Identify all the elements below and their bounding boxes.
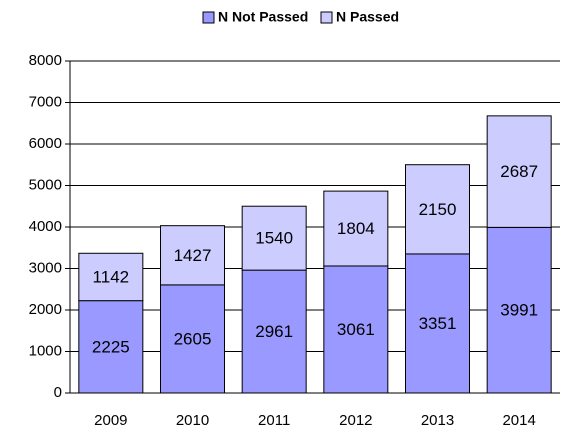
x-tick-label: 2009 (94, 412, 127, 429)
x-tick-label: 2014 (502, 412, 535, 429)
value-label: 1142 (93, 267, 130, 286)
y-tick-label: 1000 (29, 342, 62, 359)
x-tick-label: 2011 (258, 412, 290, 429)
legend-text: N Passed (336, 9, 399, 25)
x-tick-label: 2010 (176, 412, 209, 429)
bar-segment (241, 269, 307, 394)
value-label: 1427 (174, 246, 212, 265)
bar-segment (405, 253, 470, 394)
value-label: 2961 (255, 322, 293, 341)
value-label: 2225 (92, 337, 130, 356)
bar-segment (323, 190, 389, 267)
bar-segment (160, 284, 225, 394)
legend-text: N Not Passed (218, 9, 308, 25)
value-label: 1540 (255, 229, 293, 248)
bar-segment (241, 205, 307, 271)
y-tick-label: 7000 (29, 93, 62, 110)
bar-segment (486, 115, 552, 228)
y-tick-label: 0 (54, 384, 62, 401)
y-tick-label: 8000 (29, 52, 62, 69)
y-tick-label: 2000 (29, 301, 62, 318)
bar-segment (486, 226, 552, 394)
value-label: 3351 (419, 314, 457, 333)
value-label: 1804 (337, 219, 375, 238)
bar-segment (160, 225, 225, 286)
value-label: 2687 (500, 162, 538, 181)
value-label: 3061 (337, 320, 375, 339)
bar-segment (78, 252, 144, 302)
y-tick-label: 6000 (29, 135, 62, 152)
y-tick-label: 3000 (29, 259, 62, 276)
x-tick-label: 2012 (339, 412, 372, 429)
value-label: 2150 (419, 200, 457, 219)
x-tick-label: 2013 (421, 412, 454, 429)
legend-swatch (202, 11, 215, 24)
y-tick-label: 5000 (29, 176, 62, 193)
bar-segment (405, 164, 470, 255)
value-label: 3991 (500, 301, 538, 320)
legend-swatch (320, 11, 333, 24)
bar-segment (323, 265, 389, 394)
value-label: 2605 (174, 329, 212, 348)
y-tick-label: 4000 (29, 218, 62, 235)
